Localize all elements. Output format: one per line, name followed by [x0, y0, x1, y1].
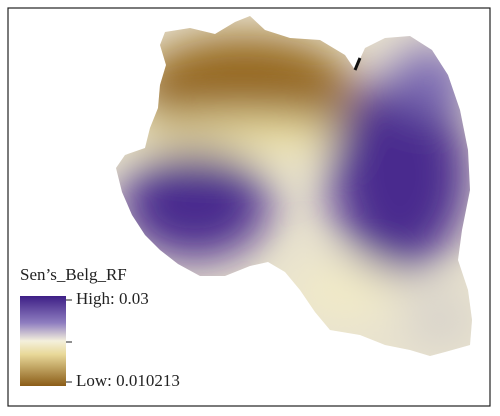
legend-ramp [20, 296, 66, 386]
legend-title: Sen’s_Belg_RF [20, 265, 127, 284]
boundary-mark [353, 57, 362, 71]
legend-high-label: High: 0.03 [76, 289, 149, 308]
legend-low-label: Low: 0.010213 [76, 371, 180, 390]
